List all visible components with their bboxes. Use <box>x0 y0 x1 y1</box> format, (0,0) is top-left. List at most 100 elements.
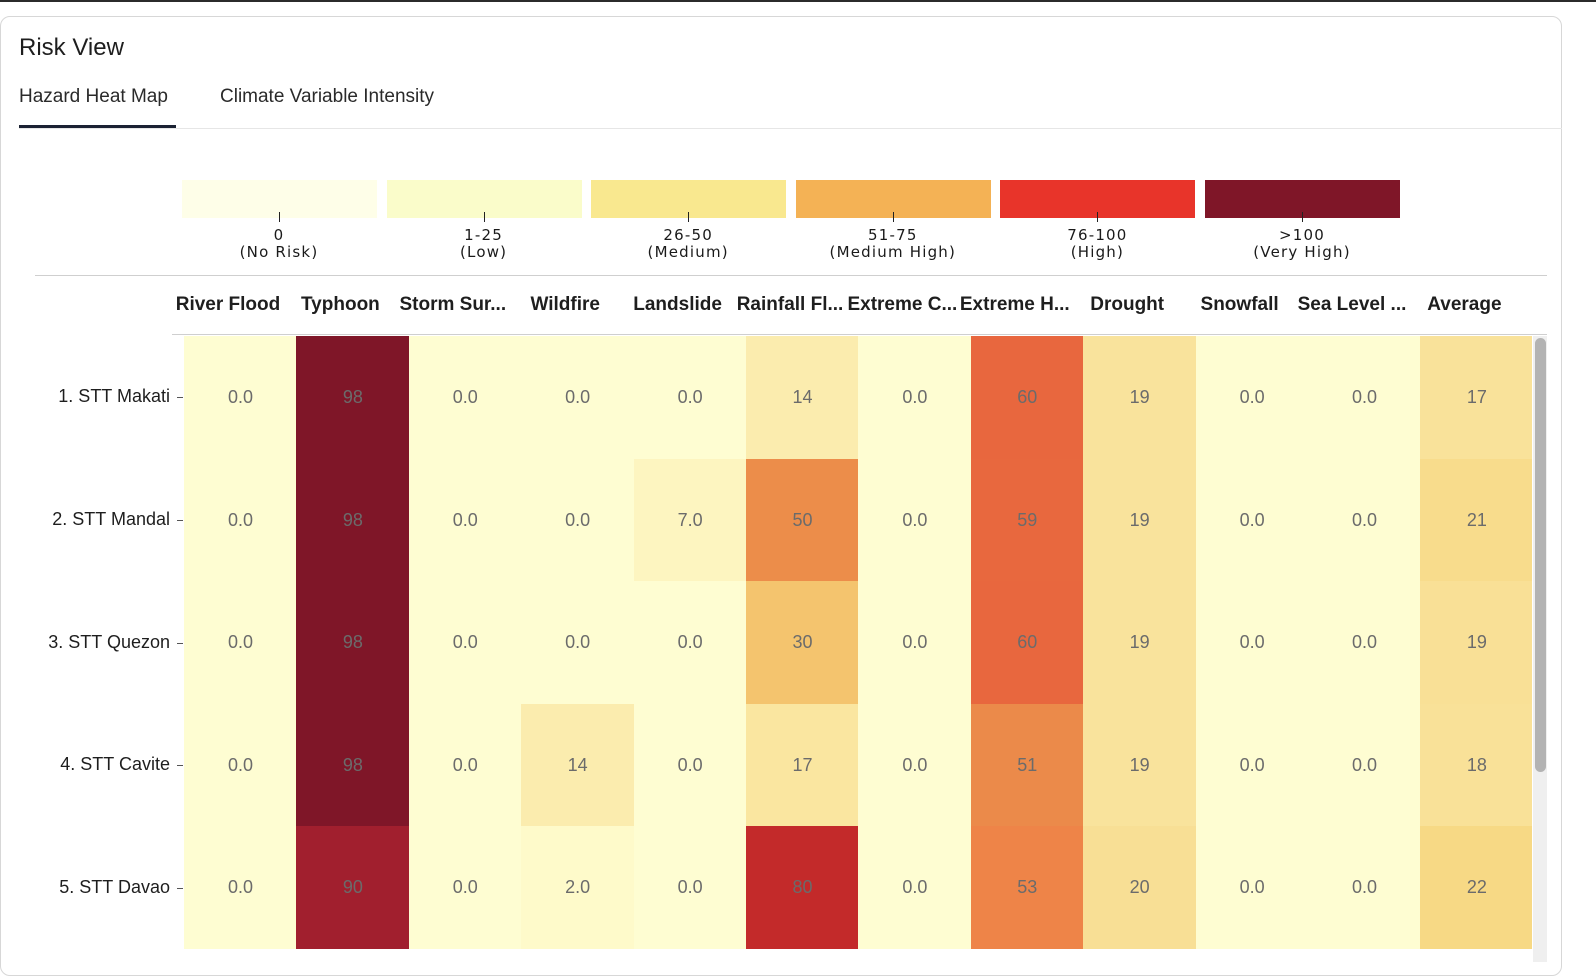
legend-level-name: (Very High) <box>1253 243 1351 261</box>
heatmap-cell[interactable]: 80 <box>746 826 859 950</box>
heatmap-cell[interactable]: 0.0 <box>408 703 522 827</box>
legend-level-name: (Medium) <box>647 243 729 261</box>
heatmap-cell[interactable]: 0.0 <box>858 826 972 950</box>
heatmap-cell[interactable]: 19 <box>1083 581 1197 705</box>
legend-tick <box>483 212 485 222</box>
heatmap-cell[interactable]: 0.0 <box>408 458 522 582</box>
scrollbar-thumb[interactable] <box>1535 338 1546 772</box>
heatmap-cell[interactable]: 59 <box>970 458 1084 582</box>
heatmap-cell[interactable]: 0.0 <box>408 336 522 459</box>
row-tick <box>177 887 183 889</box>
heatmap-cell[interactable]: 0.0 <box>408 581 522 705</box>
heatmap-cell[interactable]: 22 <box>1420 826 1532 950</box>
heatmap-cell[interactable]: 0.0 <box>408 826 522 950</box>
legend-swatch <box>591 180 787 218</box>
heatmap-cell[interactable]: 0.0 <box>184 703 297 827</box>
heatmap-cell[interactable]: 0.0 <box>184 458 297 582</box>
heatmap-cell[interactable]: 17 <box>1420 336 1532 459</box>
heatmap-cell[interactable]: 19 <box>1420 581 1532 705</box>
heatmap-cell[interactable]: 0.0 <box>858 458 972 582</box>
tab-climate-variable-intensity[interactable]: Climate Variable Intensity <box>220 86 435 107</box>
row-tick <box>177 765 183 767</box>
legend-level-name: (Medium High) <box>829 243 957 261</box>
page-title: Risk View <box>19 34 124 61</box>
heatmap-cell[interactable]: 0.0 <box>1195 703 1309 827</box>
legend-tick <box>688 212 690 222</box>
legend-label: >100 (Very High) <box>1192 227 1412 261</box>
heatmap-cell[interactable]: 7.0 <box>633 458 747 582</box>
column-header[interactable]: Extreme H... <box>959 294 1070 315</box>
legend-label: 76-100 (High) <box>987 227 1207 261</box>
active-tab-indicator <box>19 125 176 128</box>
heatmap-cell[interactable]: 0.0 <box>858 703 972 827</box>
heatmap-cell[interactable]: 0.0 <box>1308 336 1421 459</box>
heatmap-cell[interactable]: 50 <box>746 458 859 582</box>
heatmap-cell[interactable]: 18 <box>1420 703 1532 827</box>
column-header[interactable]: Drought <box>1090 294 1165 315</box>
heatmap-cell[interactable]: 51 <box>970 703 1084 827</box>
heatmap-cell[interactable]: 60 <box>970 581 1084 705</box>
heatmap-cell[interactable]: 53 <box>970 826 1084 950</box>
heatmap-cell[interactable]: 98 <box>296 336 410 459</box>
heatmap-cell[interactable]: 0.0 <box>858 581 972 705</box>
heatmap-cell[interactable]: 19 <box>1083 336 1197 459</box>
legend-label: 1-25 (Low) <box>374 227 594 261</box>
heatmap-cell[interactable]: 0.0 <box>1308 458 1421 582</box>
heatmap-cell[interactable]: 98 <box>296 581 410 705</box>
heatmap-cell[interactable]: 0.0 <box>1308 826 1421 950</box>
heatmap-cell[interactable]: 0.0 <box>858 336 972 459</box>
heatmap-cell[interactable]: 0.0 <box>1195 581 1309 705</box>
header-divider <box>172 334 1547 335</box>
heatmap-cell[interactable]: 0.0 <box>1308 581 1421 705</box>
row-tick <box>177 519 183 521</box>
heatmap-cell[interactable]: 14 <box>521 703 635 827</box>
heatmap-cell[interactable]: 0.0 <box>1195 336 1309 459</box>
legend-range: 51-75 <box>868 226 918 244</box>
legend-range: 26-50 <box>663 226 713 244</box>
column-header[interactable]: Rainfall Fl... <box>736 294 844 315</box>
heatmap-cell[interactable]: 19 <box>1083 458 1197 582</box>
heatmap-cell[interactable]: 0.0 <box>633 826 747 950</box>
heatmap-cell[interactable]: 20 <box>1083 826 1197 950</box>
heatmap-cell[interactable]: 14 <box>746 336 859 459</box>
heatmap-cell[interactable]: 0.0 <box>633 336 747 459</box>
heatmap-cell[interactable]: 0.0 <box>1308 703 1421 827</box>
legend-swatch <box>1000 180 1196 218</box>
heatmap-cell[interactable]: 98 <box>296 703 410 827</box>
column-header[interactable]: Average <box>1427 294 1502 315</box>
column-header[interactable]: Storm Sur... <box>399 294 507 315</box>
column-header[interactable]: Snowfall <box>1200 294 1279 315</box>
column-header[interactable]: River Flood <box>175 294 281 315</box>
heatmap-cell[interactable]: 0.0 <box>633 703 747 827</box>
heatmap-cell[interactable]: 0.0 <box>521 581 635 705</box>
heatmap-cell[interactable]: 0.0 <box>633 581 747 705</box>
heatmap-cell[interactable]: 0.0 <box>184 581 297 705</box>
heatmap-cell[interactable]: 0.0 <box>184 826 297 950</box>
legend-range: 0 <box>273 226 285 244</box>
heatmap-cell[interactable]: 0.0 <box>521 458 635 582</box>
heatmap-cell[interactable]: 90 <box>296 826 410 950</box>
heatmap-cell[interactable]: 21 <box>1420 458 1532 582</box>
heatmap-cell[interactable]: 0.0 <box>184 336 297 459</box>
top-border <box>0 0 1596 2</box>
heatmap-grid: 0.0 98 0.0 0.0 0.0 14 0.0 60 19 0.0 0.0 17 0.0 98 0.0 0… <box>184 336 1532 962</box>
heatmap-cell[interactable]: 98 <box>296 458 410 582</box>
row-label: 1. STT Makati <box>58 386 170 407</box>
heatmap-cell[interactable]: 30 <box>746 581 859 705</box>
column-header[interactable]: Extreme C... <box>847 294 958 315</box>
tab-hazard-heat-map[interactable]: Hazard Heat Map <box>19 86 168 107</box>
legend-level-name: (Low) <box>459 243 508 261</box>
heatmap-cell[interactable]: 2.0 <box>521 826 635 950</box>
heatmap-cell[interactable]: 60 <box>970 336 1084 459</box>
column-header[interactable]: Landslide <box>633 294 722 315</box>
row-label: 2. STT Mandal <box>52 508 170 529</box>
column-header[interactable]: Sea Level ... <box>1297 294 1407 315</box>
heatmap-cell[interactable]: 19 <box>1083 703 1197 827</box>
column-header[interactable]: Typhoon <box>300 294 380 315</box>
heatmap-cell[interactable]: 0.0 <box>1195 458 1309 582</box>
legend-range: 76-100 <box>1067 226 1128 244</box>
heatmap-cell[interactable]: 0.0 <box>521 336 635 459</box>
heatmap-cell[interactable]: 0.0 <box>1195 826 1309 950</box>
column-header[interactable]: Wildfire <box>530 294 600 315</box>
heatmap-cell[interactable]: 17 <box>746 703 859 827</box>
